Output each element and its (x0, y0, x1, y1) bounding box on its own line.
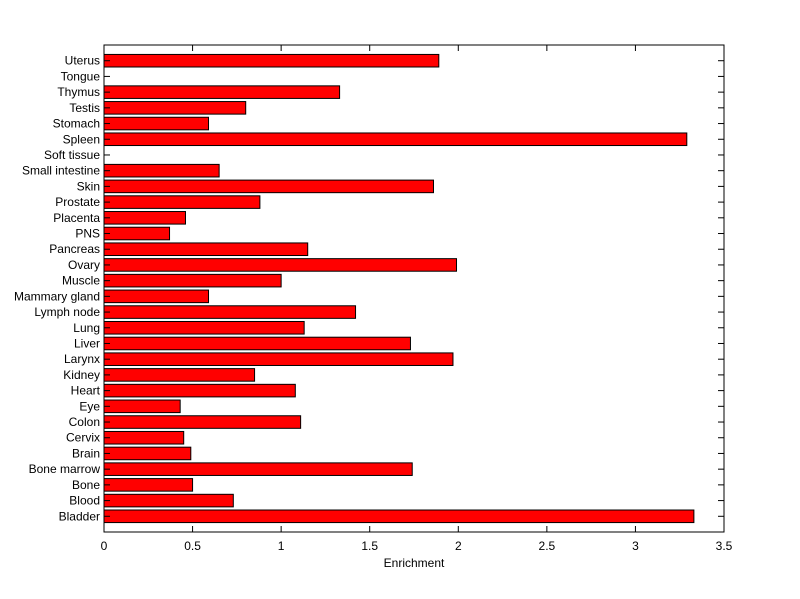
x-axis-title: Enrichment (384, 556, 445, 570)
x-tick-label-6: 3 (632, 539, 639, 553)
category-label-bone-marrow: Bone marrow (29, 462, 101, 476)
category-label-liver: Liver (74, 336, 100, 350)
bar-thymus (103, 85, 341, 99)
bar-spleen (103, 132, 688, 147)
category-label-spleen: Spleen (63, 132, 100, 146)
bar-larynx (103, 352, 454, 366)
bar-eye (103, 399, 181, 414)
category-label-blood: Blood (69, 494, 100, 508)
x-tick-label-1: 0.5 (184, 539, 201, 553)
bar-testis (103, 101, 247, 115)
bar-brain (103, 446, 192, 461)
category-label-mammary-gland: Mammary gland (14, 289, 100, 303)
bar-heart (103, 383, 296, 398)
bar-prostate (103, 195, 261, 209)
category-label-pancreas: Pancreas (49, 242, 100, 256)
axes-frame (103, 44, 725, 533)
x-tick-label-5: 2.5 (539, 539, 556, 553)
bar-stomach (103, 116, 210, 131)
category-label-larynx: Larynx (64, 352, 100, 366)
bar-small-intestine (103, 163, 220, 178)
category-label-thymus: Thymus (57, 85, 100, 99)
category-label-skin: Skin (77, 179, 100, 193)
category-label-testis: Testis (69, 101, 100, 115)
bar-pancreas (103, 242, 309, 257)
category-label-small-intestine: Small intestine (22, 164, 100, 178)
category-label-cervix: Cervix (66, 431, 100, 445)
x-tick-label-4: 2 (455, 539, 462, 553)
category-label-lymph-node: Lymph node (34, 305, 100, 319)
category-label-colon: Colon (69, 415, 100, 429)
x-tick-label-2: 1 (278, 539, 285, 553)
category-label-brain: Brain (72, 446, 100, 460)
bar-bone (103, 478, 194, 492)
category-label-eye: Eye (79, 399, 100, 413)
category-label-tongue: Tongue (61, 69, 101, 83)
bar-bone-marrow (103, 462, 413, 476)
bar-skin (103, 179, 434, 194)
category-label-placenta: Placenta (53, 211, 100, 225)
category-label-stomach: Stomach (53, 117, 100, 131)
bar-pns (103, 226, 171, 241)
category-label-soft-tissue: Soft tissue (44, 148, 100, 162)
bar-placenta (103, 211, 186, 225)
category-label-heart: Heart (71, 384, 101, 398)
bar-ovary (103, 258, 458, 272)
category-label-kidney: Kidney (63, 368, 100, 382)
x-tick-label-0: 0 (101, 539, 108, 553)
category-label-bladder: Bladder (59, 509, 100, 523)
category-label-bone: Bone (72, 478, 100, 492)
bar-blood (103, 493, 234, 508)
category-label-prostate: Prostate (55, 195, 100, 209)
category-label-ovary: Ovary (68, 258, 100, 272)
bar-uterus (103, 53, 440, 68)
bar-lymph-node (103, 305, 357, 319)
bar-mammary-gland (103, 289, 210, 304)
category-label-muscle: Muscle (62, 274, 100, 288)
category-label-uterus: Uterus (65, 54, 100, 68)
x-tick-label-3: 1.5 (361, 539, 378, 553)
bar-colon (103, 415, 302, 429)
bar-lung (103, 320, 305, 335)
category-label-lung: Lung (73, 321, 100, 335)
x-tick-label-7: 3.5 (716, 539, 733, 553)
bar-liver (103, 336, 411, 351)
bar-muscle (103, 273, 282, 288)
bar-bladder (103, 509, 695, 524)
bar-kidney (103, 368, 256, 382)
x-tick-labels: 0 0.5 1 1.5 2 2.5 3 3.5 (101, 539, 733, 553)
category-label-pns: PNS (75, 227, 100, 241)
bar-cervix (103, 430, 185, 445)
